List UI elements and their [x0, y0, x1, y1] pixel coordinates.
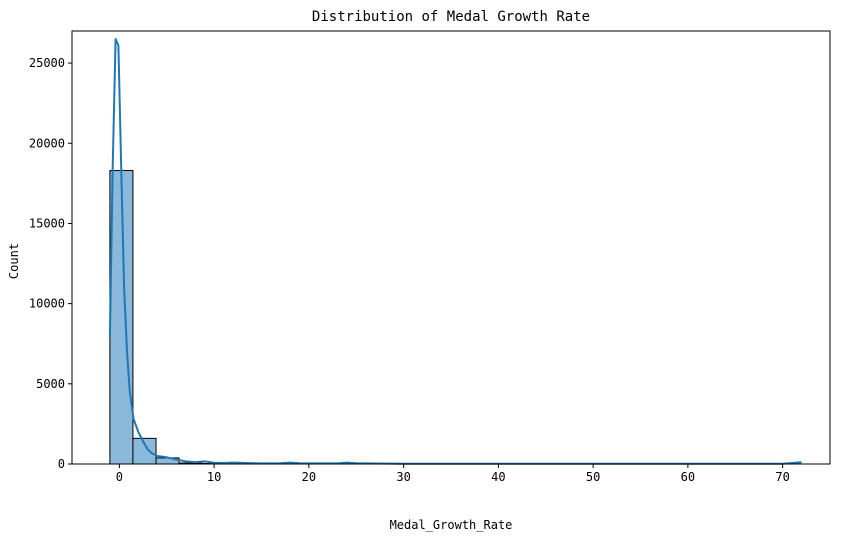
x-axis-ticks: 0 10 20 30 40 50 60 70	[116, 464, 790, 484]
y-tick-label: 0	[58, 457, 65, 471]
x-tick-label: 20	[302, 470, 316, 484]
x-axis-label: Medal_Growth_Rate	[390, 518, 513, 532]
x-tick-label: 40	[491, 470, 505, 484]
y-tick-label: 10000	[29, 297, 65, 311]
y-axis-label: Count	[7, 243, 21, 279]
x-tick-label: 70	[775, 470, 789, 484]
x-tick-label: 30	[396, 470, 410, 484]
x-tick-label: 50	[586, 470, 600, 484]
y-tick-label: 15000	[29, 216, 65, 230]
y-tick-label: 5000	[36, 377, 65, 391]
plot-frame	[71, 30, 831, 465]
x-tick-label: 60	[681, 470, 695, 484]
x-tick-label: 0	[116, 470, 123, 484]
chart-title: Distribution of Medal Growth Rate	[312, 9, 590, 25]
y-axis-ticks: 0 5000 10000 15000 20000 25000	[29, 56, 72, 471]
y-tick-label: 25000	[29, 56, 65, 70]
x-tick-label: 10	[207, 470, 221, 484]
y-tick-label: 20000	[29, 136, 65, 150]
